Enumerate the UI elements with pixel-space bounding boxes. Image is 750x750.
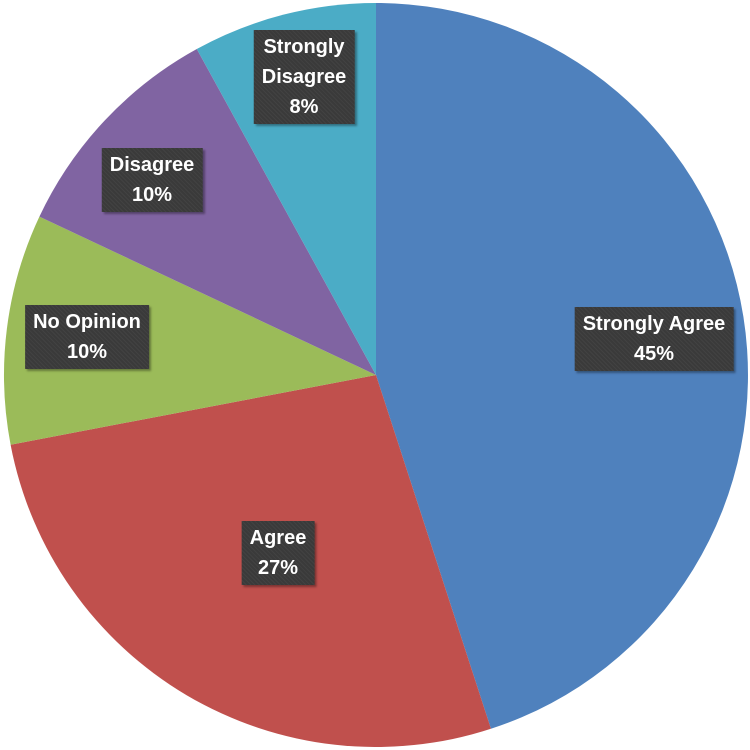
data-label-percent: 10% xyxy=(66,341,108,363)
data-label: No Opinion 10% xyxy=(25,305,149,369)
data-label: Strongly Agree 45% xyxy=(574,307,734,371)
data-label: Agree 27% xyxy=(241,521,315,585)
pie-slice-disagree xyxy=(39,49,377,375)
data-label-category: Strongly Agree xyxy=(582,313,726,335)
data-label: Disagree 10% xyxy=(101,148,203,212)
data-label-percent: 10% xyxy=(131,184,173,206)
pie-slice-no-opinion xyxy=(3,216,376,445)
data-label-percent: 8% xyxy=(289,96,319,118)
data-label-category: Disagree xyxy=(261,66,347,88)
data-label-category: Disagree xyxy=(109,154,195,176)
data-label: Strongly Disagree 8% xyxy=(253,30,355,124)
data-label-category: Agree xyxy=(249,527,307,549)
data-label-category: Strongly xyxy=(263,36,345,58)
data-label-category: No Opinion xyxy=(33,311,141,333)
data-label-percent: 27% xyxy=(257,557,299,579)
data-label-percent: 45% xyxy=(633,343,675,365)
pie-slice-strongly-agree xyxy=(376,3,748,729)
